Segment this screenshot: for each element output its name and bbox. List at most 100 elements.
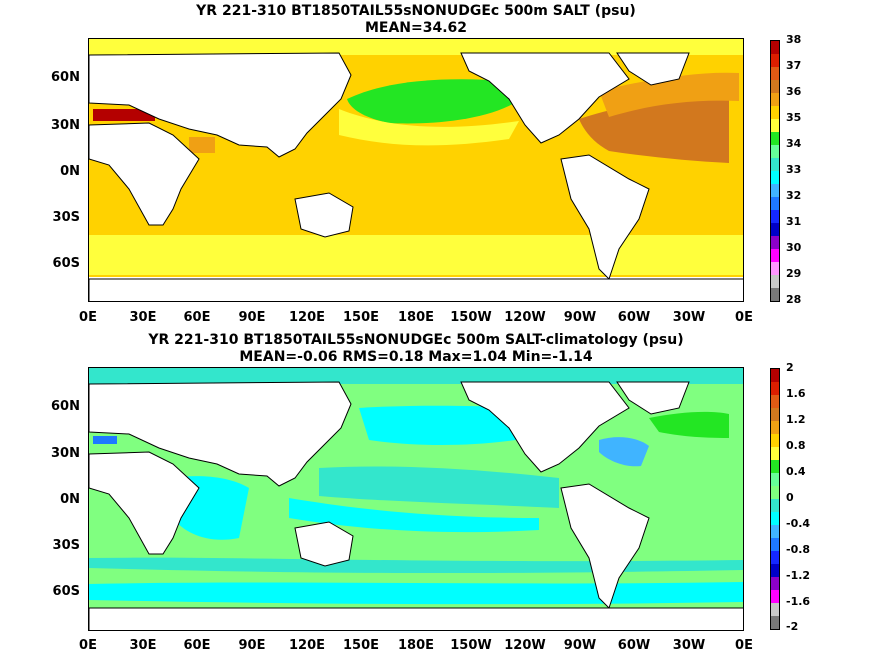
colorbar-segment: [771, 395, 779, 408]
colorbar-segment: [771, 421, 779, 434]
colorbar-segment: [771, 197, 779, 210]
colorbar-label: 0.8: [786, 439, 806, 452]
lon-label: 120E: [288, 310, 326, 325]
colorbar-label: 2: [786, 361, 794, 374]
colorbar-segment: [771, 616, 779, 629]
greenland-land: [616, 381, 690, 415]
colorbar-segment: [771, 41, 779, 54]
colorbar-segment: [771, 577, 779, 590]
colorbar-segment: [771, 408, 779, 421]
lon-label: 30W: [672, 638, 706, 653]
south-america-land: [560, 154, 650, 280]
north-pacific-fresh: [347, 79, 521, 124]
lon-label: 30W: [672, 310, 706, 325]
lon-label: 120W: [504, 310, 546, 325]
map-title-2: YR 221-310 BT1850TAIL55sNONUDGEc 500m SA…: [148, 332, 684, 348]
eurasia-land: [89, 381, 352, 487]
colorbar-segment: [771, 184, 779, 197]
colorbar-label: 1.2: [786, 413, 806, 426]
colorbar-segment: [771, 512, 779, 525]
colorbar-label: 38: [786, 33, 802, 46]
north-atlantic-orange: [599, 72, 739, 117]
colorbar-label: -2: [786, 620, 799, 633]
lon-label: 90W: [563, 638, 597, 653]
south-america-land: [560, 483, 650, 609]
north-america-land: [460, 381, 630, 473]
colorbar-label: 30: [786, 241, 802, 254]
colorbar-segment: [771, 382, 779, 395]
colorbar-segment: [771, 447, 779, 460]
colorbar-segment: [771, 473, 779, 486]
colorbar-label: 29: [786, 267, 802, 280]
lon-label: 90E: [238, 638, 266, 653]
lon-label: 90E: [238, 310, 266, 325]
colorbar-segment: [771, 106, 779, 119]
lon-label: 0E: [79, 638, 97, 653]
colorbar-label: 34: [786, 137, 802, 150]
colorbar-label: 32: [786, 189, 802, 202]
eurasia-land: [89, 52, 352, 158]
colorbar-segment: [771, 288, 779, 301]
southern-ocean-band: [89, 235, 743, 275]
colorbar-label: 33: [786, 163, 802, 176]
colorbar-segment: [771, 236, 779, 249]
australia-land: [294, 192, 354, 238]
colorbar-segment: [771, 171, 779, 184]
colorbar-segment: [771, 210, 779, 223]
lon-label: 90W: [563, 310, 597, 325]
colorbar-segment: [771, 551, 779, 564]
lon-label: 60E: [183, 310, 211, 325]
lon-label: 30E: [129, 310, 157, 325]
colorbar-segment: [771, 119, 779, 132]
north-america-land: [460, 52, 630, 144]
africa-land: [89, 451, 200, 555]
antarctica-land: [89, 278, 743, 301]
north-pacific-cyan: [359, 405, 529, 445]
lat-label: 30S: [52, 538, 80, 553]
colorbar-segment: [771, 603, 779, 616]
lon-label: 180E: [397, 310, 435, 325]
colorbar-segment: [771, 460, 779, 473]
lon-label: 120E: [288, 638, 326, 653]
lon-label: 180E: [397, 638, 435, 653]
colorbar-segment: [771, 525, 779, 538]
lat-label: 0N: [60, 492, 80, 507]
colorbar-segment: [771, 434, 779, 447]
lon-label: 0E: [735, 638, 753, 653]
colorbar-segment: [771, 132, 779, 145]
colorbar-segment: [771, 499, 779, 512]
north-atlantic-high: [579, 98, 729, 163]
colorbar-segment: [771, 538, 779, 551]
arabian-sea: [189, 137, 215, 153]
lat-label: 60N: [51, 70, 80, 85]
map-subtitle-2: MEAN=-0.06 RMS=0.18 Max=1.04 Min=-1.14: [239, 349, 593, 365]
lat-label: 30N: [51, 446, 80, 461]
south-band-cyan-2: [89, 582, 743, 605]
colorbar-label: 36: [786, 85, 802, 98]
colorbar-label: -0.8: [786, 543, 811, 556]
mediterranean-blue: [93, 436, 117, 444]
colorbar-segment: [771, 93, 779, 106]
map-title-1: YR 221-310 BT1850TAIL55sNONUDGEc 500m SA…: [196, 3, 636, 19]
colorbar-label: 37: [786, 59, 802, 72]
greenland-land: [616, 52, 690, 86]
colorbar-label: 28: [786, 293, 802, 306]
colorbar-segment: [771, 275, 779, 288]
colorbar-segment: [771, 158, 779, 171]
lat-label: 60S: [52, 584, 80, 599]
lon-label: 60W: [617, 310, 651, 325]
colorbar-label: 31: [786, 215, 802, 228]
arctic-band: [89, 39, 743, 55]
colorbar: [770, 368, 780, 630]
lon-label: 150E: [342, 310, 380, 325]
mediterranean-high: [93, 109, 155, 121]
colorbar-segment: [771, 564, 779, 577]
australia-land: [294, 521, 354, 567]
colorbar: [770, 40, 780, 302]
colorbar-segment: [771, 262, 779, 275]
north-atlantic-green: [649, 411, 729, 438]
colorbar-segment: [771, 590, 779, 603]
anomaly-map: [88, 367, 744, 631]
antarctica-land: [89, 607, 743, 630]
north-pacific-yellow: [339, 109, 519, 146]
